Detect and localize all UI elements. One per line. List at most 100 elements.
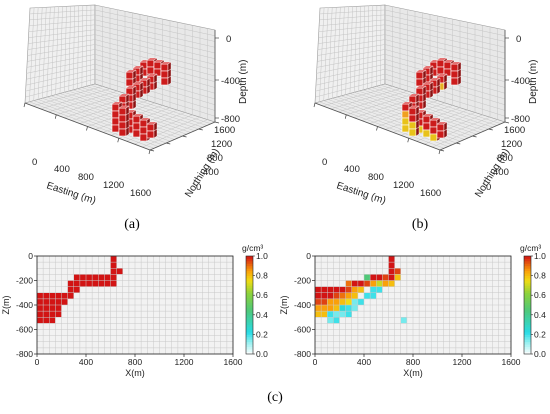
heatmap-cell xyxy=(364,274,370,280)
voxel-front-face xyxy=(147,67,154,74)
heatmap-cell xyxy=(395,268,401,274)
voxel-front-face xyxy=(451,71,458,78)
heatmap-cell xyxy=(98,281,104,287)
voxel-front-face xyxy=(437,131,444,138)
heatmap-cell xyxy=(74,274,80,280)
heatmap-cell xyxy=(92,281,98,287)
cube-grid-line xyxy=(345,115,346,119)
heatmap-cell xyxy=(321,293,327,299)
voxel-front-face xyxy=(112,111,119,118)
colorbar-segment xyxy=(524,278,531,281)
heatmap-cell xyxy=(111,256,117,262)
voxel-front-face xyxy=(409,108,416,115)
panel-a-3d-view: 0 -400 -800 Depth (m) 0 400 800 1200 160… xyxy=(24,5,249,207)
heatmap-cell xyxy=(37,299,43,305)
heatmap-cell xyxy=(389,268,395,274)
heatmap-cell xyxy=(352,281,358,287)
cube-grid-line xyxy=(118,138,119,142)
x-tick-label: 1600 xyxy=(224,357,243,367)
heatmap-cell xyxy=(346,299,352,305)
x-tick-label: 1200 xyxy=(453,357,472,367)
panel-b-easting-label: Easting (m) xyxy=(335,180,387,206)
voxel-front-face xyxy=(402,111,409,118)
colorbar-segment xyxy=(524,263,531,266)
heatmap-cell xyxy=(401,317,407,323)
colorbar-segment xyxy=(524,258,531,261)
heatmap-cell xyxy=(111,268,117,274)
cube-grid-line xyxy=(473,136,477,137)
y-tick-label: -400 xyxy=(16,300,33,310)
colorbar-segment xyxy=(524,271,531,274)
caption-a: (a) xyxy=(124,217,140,232)
colorbar-segment xyxy=(246,303,253,306)
colorbar-segment xyxy=(524,300,531,303)
voxel-front-face xyxy=(437,67,444,74)
heatmap-cell xyxy=(37,317,43,323)
cube-grid-line xyxy=(505,122,509,123)
panel-a-easting-tick-1600: 1600 xyxy=(130,188,151,199)
voxel-front-face xyxy=(423,130,430,137)
heatmap-cell xyxy=(340,293,346,299)
colorbar-label: g/cm³ xyxy=(520,243,541,253)
colorbar-segment xyxy=(524,285,531,288)
panel-a-easting-tick-800: 800 xyxy=(78,172,94,183)
heatmap-cell xyxy=(352,293,358,299)
voxel-front-face xyxy=(119,122,126,129)
heatmap-cell xyxy=(364,293,370,299)
voxel-front-face xyxy=(409,129,416,136)
colorbar-segment xyxy=(524,266,531,269)
voxel-front-face xyxy=(133,123,140,130)
colorbar-segment xyxy=(524,283,531,286)
panel-a-northing-tick-1600: 1600 xyxy=(214,125,235,136)
voxel-front-face xyxy=(112,118,119,125)
colorbar-segment xyxy=(524,288,531,291)
colorbar-tick-label: 0.8 xyxy=(256,271,268,281)
heatmap-cell xyxy=(340,305,346,311)
heatmap-cell xyxy=(55,293,61,299)
heatmap-cell xyxy=(104,281,110,287)
colorbar-segment xyxy=(246,325,253,328)
colorbar-segment xyxy=(246,334,253,337)
colorbar-segment xyxy=(246,317,253,320)
heatmap-cell xyxy=(340,299,346,305)
colorbar-segment xyxy=(246,266,253,269)
heatmap-cell xyxy=(80,281,86,287)
colorbar-tick-label: 0.2 xyxy=(256,329,268,339)
heatmap-cell xyxy=(346,287,352,293)
y-tick-label: -800 xyxy=(294,349,311,359)
colorbar-segment xyxy=(524,317,531,320)
colorbar-tick-label: 0.4 xyxy=(534,310,546,320)
voxel-front-face xyxy=(133,130,140,137)
colorbar-tick-label: 0.4 xyxy=(256,310,268,320)
heatmap-cell xyxy=(37,293,43,299)
heatmap-cell xyxy=(321,287,327,293)
cube-grid-line xyxy=(149,150,150,154)
heatmap-cell xyxy=(86,281,92,287)
y-tick-label: -200 xyxy=(16,276,33,286)
colorbar-segment xyxy=(524,268,531,271)
voxel-front-face xyxy=(423,116,430,123)
heatmap-cell xyxy=(382,274,388,280)
colorbar-segment xyxy=(524,337,531,340)
heatmap-cell xyxy=(98,274,104,280)
heatmap-cell xyxy=(315,287,321,293)
colorbar-segment xyxy=(246,278,253,281)
heatmap-cell xyxy=(382,281,388,287)
cube-grid-line xyxy=(87,127,88,131)
voxel-front-face xyxy=(112,125,119,132)
heatmap-cell xyxy=(327,311,333,317)
heatmap-cell xyxy=(43,299,49,305)
heatmap-cell xyxy=(370,293,376,299)
colorbar-segment xyxy=(524,322,531,325)
voxel-front-face xyxy=(147,131,154,138)
cube-grid-line xyxy=(24,103,25,107)
voxel-front-face xyxy=(140,134,147,141)
heatmap-cell xyxy=(315,299,321,305)
colorbar-segment xyxy=(246,342,253,345)
colorbar-segment xyxy=(246,327,253,330)
colorbar-segment xyxy=(524,349,531,352)
colorbar-segment xyxy=(524,339,531,342)
